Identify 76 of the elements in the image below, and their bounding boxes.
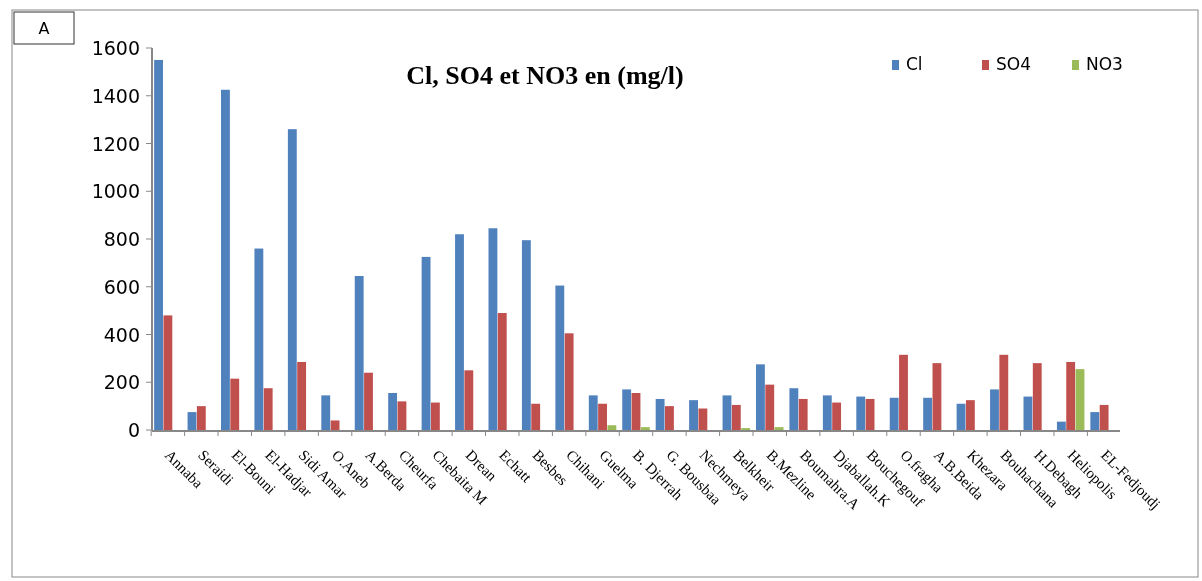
bar [722, 395, 732, 430]
y-tick-label: 200 [103, 371, 140, 394]
bar [564, 333, 574, 430]
bar [388, 392, 398, 430]
bar [889, 397, 899, 430]
y-tick-label: 1200 [91, 132, 140, 155]
bar [655, 398, 665, 430]
bar [330, 420, 340, 430]
bar [354, 276, 364, 430]
text: Cl, SO4 et NO3 en (mg/l) [406, 61, 684, 90]
bar [698, 408, 708, 430]
bar [622, 389, 632, 430]
bar [1099, 404, 1109, 430]
y-tick-label: 1600 [91, 37, 140, 59]
bar [999, 354, 1009, 430]
bar [774, 427, 784, 430]
bar [397, 401, 407, 430]
y-tick-label: 600 [103, 275, 140, 298]
bar [798, 398, 808, 430]
bar [364, 372, 373, 430]
bar [421, 256, 431, 430]
bar [230, 378, 240, 430]
bar [154, 59, 163, 430]
legend-label: Cl [906, 54, 923, 74]
bar [254, 248, 264, 430]
bar [956, 403, 966, 430]
bar [187, 412, 197, 430]
bar [588, 395, 598, 430]
bar [1056, 421, 1066, 430]
bar [598, 403, 607, 430]
y-tick-label: 800 [103, 228, 140, 250]
bar [1023, 396, 1033, 430]
bar [631, 392, 641, 430]
bar [990, 389, 999, 430]
bar [756, 364, 765, 430]
bar [865, 398, 875, 430]
bar [488, 228, 498, 430]
bar [822, 395, 832, 430]
bar [1066, 361, 1076, 430]
legend-label: NO3 [1086, 54, 1123, 74]
bar [832, 402, 842, 430]
bar [607, 425, 617, 430]
y-tick-label: 1400 [91, 84, 140, 107]
bar [899, 354, 908, 430]
bar [287, 129, 297, 430]
bar [163, 315, 173, 430]
bar [464, 370, 474, 430]
bar [765, 384, 775, 430]
bar [932, 363, 942, 430]
y-tick-label: 0 [127, 419, 140, 441]
bar [1075, 369, 1085, 430]
bar [789, 388, 799, 430]
text: A [38, 19, 50, 38]
bar [321, 395, 331, 430]
bar [455, 234, 464, 430]
bar [689, 400, 698, 430]
bar [665, 406, 674, 430]
bar [521, 240, 531, 430]
bar [640, 427, 650, 430]
bar [221, 89, 230, 430]
bar [497, 313, 507, 430]
bar [965, 400, 975, 430]
legend-label: SO4 [996, 54, 1031, 74]
bar [430, 402, 440, 430]
bar [923, 397, 933, 430]
bar [555, 285, 565, 430]
bar [263, 388, 273, 430]
bar [1032, 363, 1042, 430]
bar [731, 404, 741, 430]
bar [1090, 412, 1100, 430]
y-tick-label: 400 [103, 323, 140, 346]
bar [856, 396, 866, 430]
bar [297, 361, 307, 430]
bar [196, 406, 206, 430]
y-tick-label: 1000 [91, 180, 140, 203]
bar [531, 403, 541, 430]
